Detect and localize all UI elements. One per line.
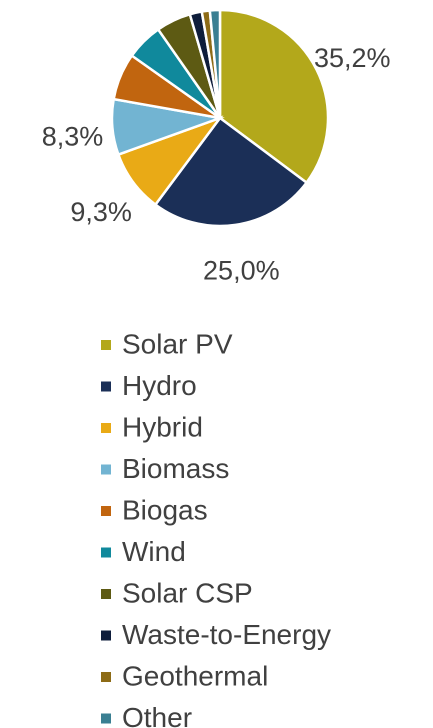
legend-swatch (101, 630, 111, 641)
legend-label: Biogas (122, 494, 208, 525)
legend-label: Hydro (122, 370, 197, 401)
slice-label: 35,2% (314, 43, 391, 73)
pie-slice (153, 116, 309, 228)
legend-label: Solar CSP (122, 577, 253, 608)
slice-label: 8,3% (42, 122, 104, 152)
legend-swatch (101, 506, 111, 516)
legend-swatch (101, 672, 111, 682)
legend-label: Wind (122, 536, 186, 567)
legend-swatch (101, 713, 111, 724)
slice-label: 9,3% (70, 197, 132, 227)
slice-label: 25,0% (203, 256, 280, 286)
pie-slice (208, 8, 222, 119)
legend-label: Hybrid (122, 411, 203, 442)
pie-slice (218, 8, 330, 185)
legend-label: Biomass (122, 453, 229, 484)
legend-swatch (101, 464, 111, 475)
legend-swatch (101, 423, 111, 433)
legend-label: Other (122, 702, 192, 728)
legend-swatch (101, 589, 111, 599)
legend-swatch (101, 547, 111, 558)
legend-label: Geothermal (122, 660, 268, 691)
legend-label: Solar PV (122, 328, 233, 359)
legend-label: Waste-to-Energy (122, 619, 331, 650)
legend-swatch (101, 340, 111, 350)
legend-swatch (101, 381, 111, 392)
